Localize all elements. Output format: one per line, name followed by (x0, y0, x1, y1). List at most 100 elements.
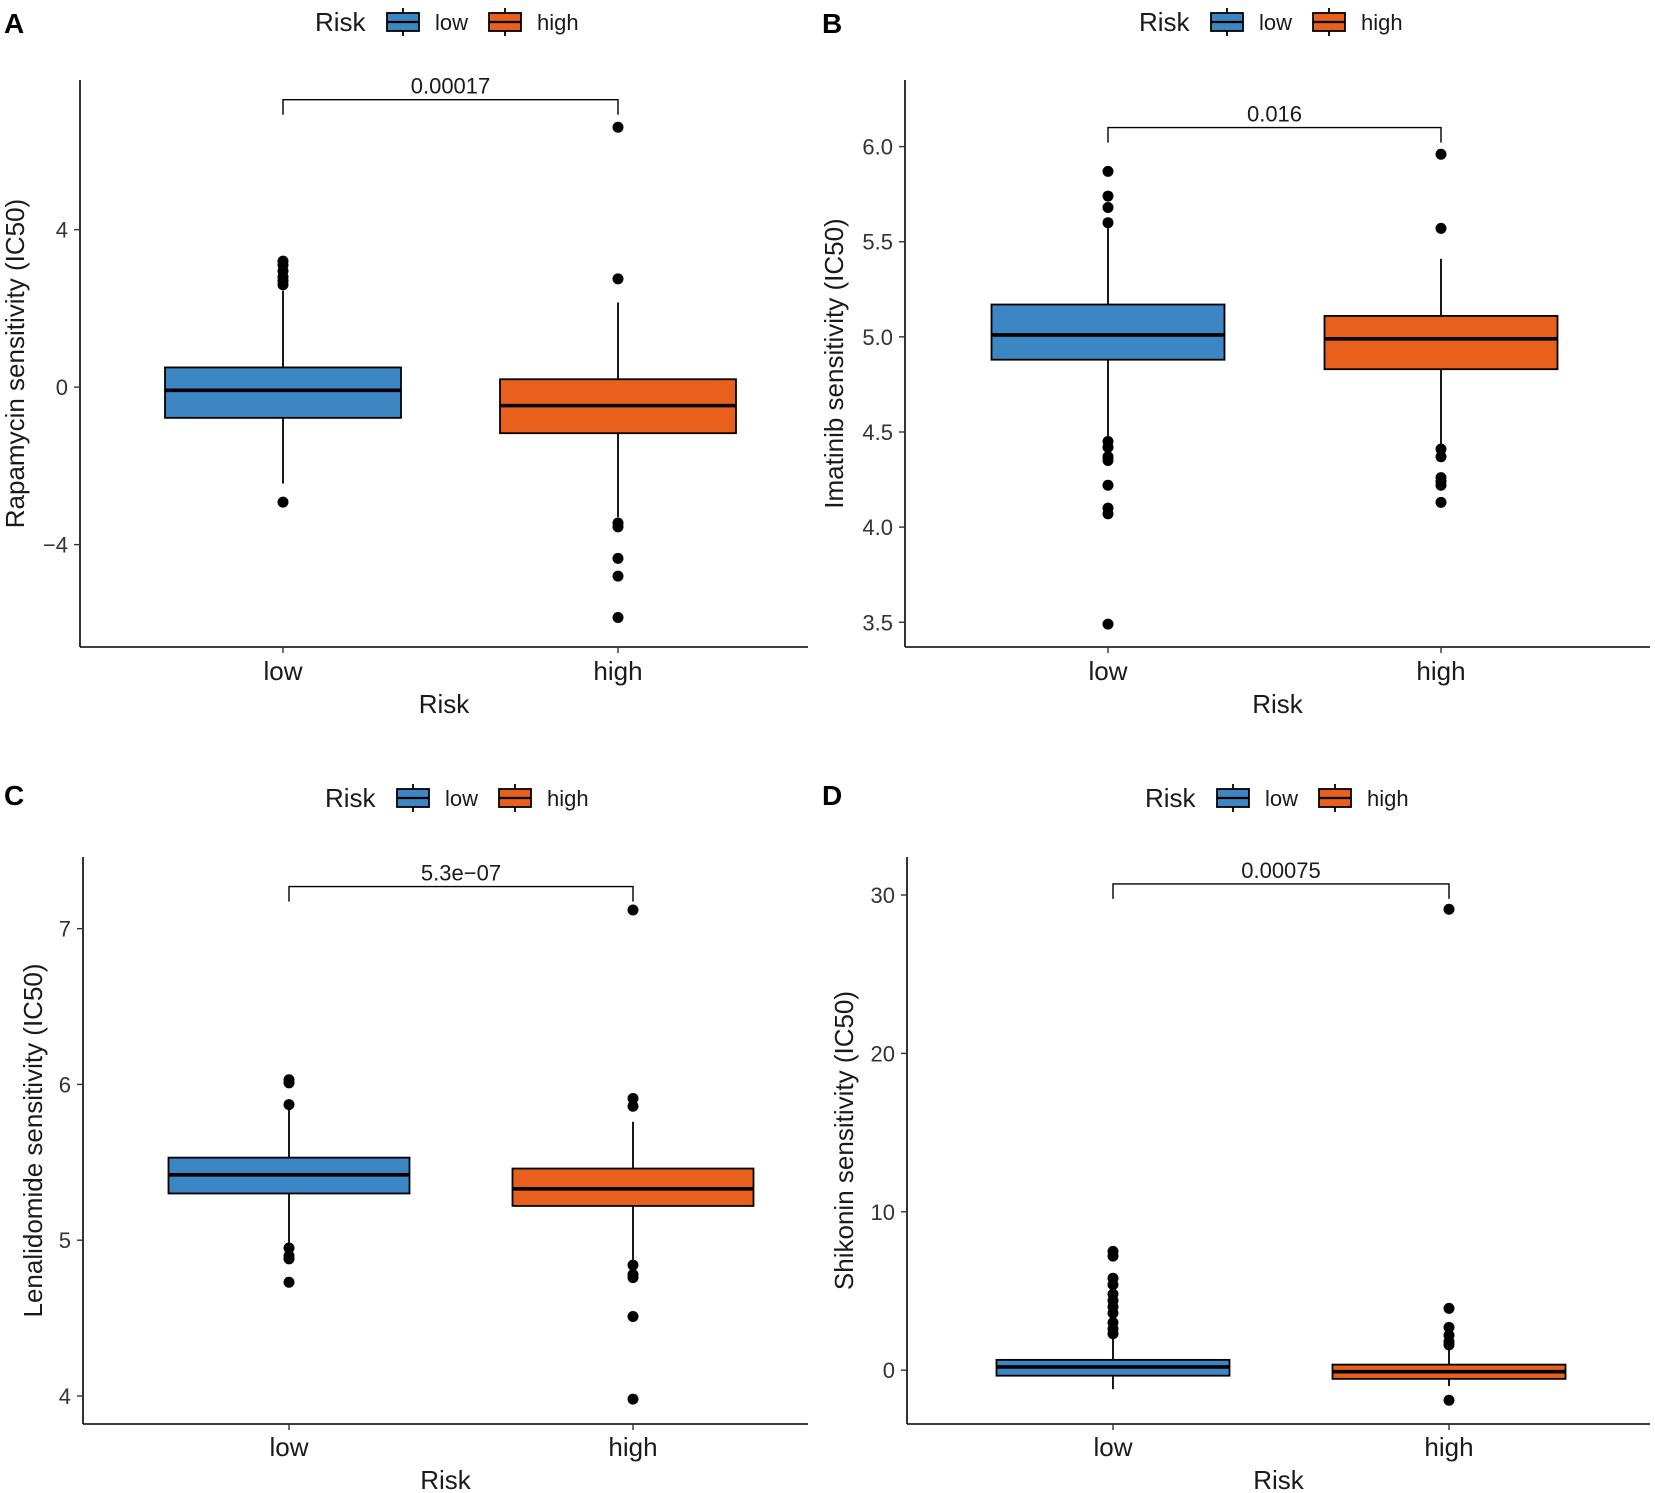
box-high (1331, 903, 1567, 1406)
panel-label: A (4, 8, 24, 39)
y-tick-label: 0 (56, 375, 68, 400)
x-axis-title: Risk (1252, 689, 1304, 719)
outlier-point (1435, 222, 1447, 234)
legend-key-high (498, 784, 532, 812)
panel-label: D (822, 780, 842, 811)
y-tick-label: 4.0 (862, 515, 893, 540)
outlier-point (277, 279, 289, 291)
outlier-point (612, 521, 624, 533)
y-tick-label: 3.5 (862, 610, 893, 635)
significance-bracket (1107, 126, 1442, 143)
outlier-point (1435, 443, 1447, 455)
y-tick-label: 5.0 (862, 325, 893, 350)
legend-title: Risk (325, 783, 377, 813)
x-tick-label-high: high (608, 1432, 657, 1462)
legend-key-low (386, 8, 420, 36)
outlier-point (1435, 496, 1447, 508)
y-tick-label: 5 (59, 1228, 71, 1253)
outlier-point (627, 904, 639, 916)
outlier-point (1443, 1321, 1455, 1333)
p-value-label: 0.016 (1247, 102, 1302, 127)
outlier-point (283, 1276, 295, 1288)
box-high (511, 904, 755, 1405)
y-tick-label: 20 (871, 1041, 895, 1066)
outlier-point (1435, 479, 1447, 491)
outlier-point (1102, 508, 1114, 520)
box-high (1323, 148, 1559, 508)
box-high (499, 121, 737, 623)
legend: Risk low high (325, 783, 589, 813)
legend: Risk low high (1139, 7, 1403, 37)
legend-key-high (488, 8, 522, 36)
outlier-point (1435, 451, 1447, 463)
box-iqr-low (990, 303, 1226, 361)
outlier-point (627, 1272, 639, 1284)
outlier-point (277, 496, 289, 508)
outlier-point (612, 121, 624, 133)
outlier-point (1107, 1250, 1119, 1262)
panel-label: C (4, 780, 24, 811)
outlier-point (1102, 479, 1114, 491)
panel-b: B Risk low high 3.5 4.0 4.5 5.0 5.5 6.0 low high Ris… (819, 7, 1650, 719)
outlier-point (612, 611, 624, 623)
outlier-point (1102, 455, 1114, 467)
panel-label: B (822, 8, 842, 39)
outlier-point (627, 1393, 639, 1405)
panel-d: D Risk low high 0 10 20 30 low high Risk Shikonin s… (822, 780, 1650, 1493)
x-tick-label-low: low (1093, 1432, 1132, 1462)
significance-bracket (288, 885, 634, 902)
outlier-point (1102, 201, 1114, 213)
significance-bracket (282, 98, 619, 115)
x-tick-label-high: high (1416, 656, 1465, 686)
outlier-point (1102, 618, 1114, 630)
y-axis-title: Rapamycin sensitivity (IC50) (0, 199, 30, 528)
y-tick-label: 30 (871, 883, 895, 908)
legend-label-low: low (1259, 10, 1292, 35)
y-axis-title: Imatinib sensitivity (IC50) (819, 218, 849, 508)
outlier-point (627, 1311, 639, 1323)
legend-label-low: low (435, 10, 468, 35)
panel-c: C Risk low high 4 5 6 7 low high Risk Lenalidomide … (4, 780, 808, 1493)
x-tick-label-high: high (1424, 1432, 1473, 1462)
significance-bracket (1112, 883, 1450, 899)
outlier-point (1443, 903, 1455, 915)
legend-title: Risk (1145, 783, 1197, 813)
legend-label-high: high (537, 10, 579, 35)
legend-label-high: high (547, 786, 589, 811)
y-tick-label: 6.0 (862, 135, 893, 160)
legend-label-low: low (445, 786, 478, 811)
legend-key-high (1312, 8, 1346, 36)
outlier-point (283, 1099, 295, 1111)
p-value-label: 5.3e−07 (421, 861, 501, 886)
outlier-point (1102, 190, 1114, 202)
legend-label-high: high (1361, 10, 1403, 35)
y-tick-label: 5.5 (862, 230, 893, 255)
x-tick-label-low: low (263, 656, 302, 686)
outlier-point (1443, 1394, 1455, 1406)
legend-key-low (1210, 8, 1244, 36)
box-low (995, 1245, 1231, 1390)
outlier-point (612, 273, 624, 285)
box-iqr-high (1323, 315, 1559, 371)
p-value-label: 0.00017 (411, 74, 491, 99)
y-tick-label: 7 (59, 917, 71, 942)
outlier-point (627, 1259, 639, 1271)
outlier-point (627, 1100, 639, 1112)
legend: Risk low high (315, 7, 579, 37)
outlier-point (1102, 217, 1114, 229)
outlier-point (627, 1092, 639, 1104)
legend-title: Risk (315, 7, 367, 37)
x-tick-label-high: high (593, 656, 642, 686)
y-axis-title: Lenalidomide sensitivity (IC50) (18, 963, 48, 1317)
outlier-point (283, 1242, 295, 1254)
y-axis-title: Shikonin sensitivity (IC50) (829, 991, 859, 1290)
legend-title: Risk (1139, 7, 1191, 37)
y-tick-label: 4.5 (862, 420, 893, 445)
x-axis-title: Risk (1253, 1465, 1305, 1493)
legend-key-low (396, 784, 430, 812)
outlier-point (283, 1077, 295, 1089)
outlier-point (1107, 1328, 1119, 1340)
y-tick-label: −4 (43, 533, 68, 558)
legend-key-high (1318, 784, 1352, 812)
